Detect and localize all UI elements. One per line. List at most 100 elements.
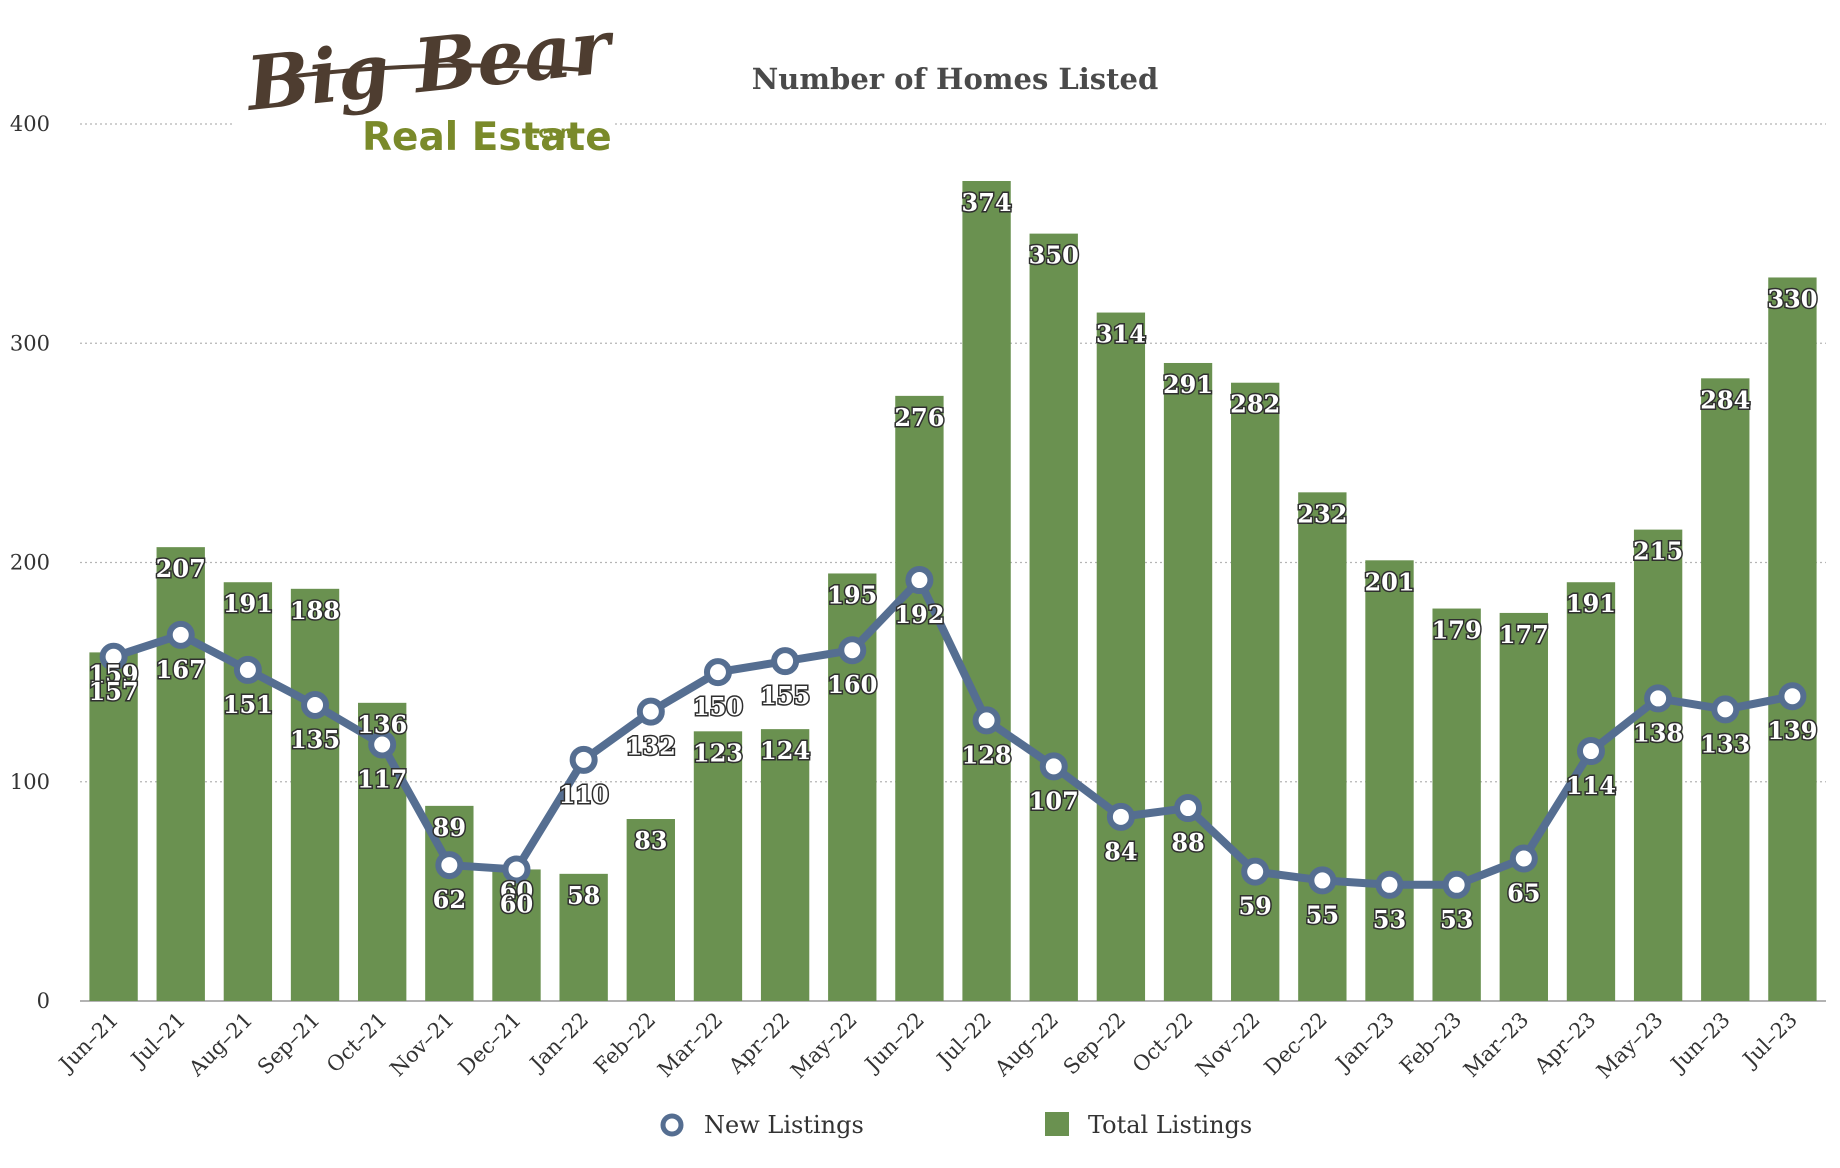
line-data-label: 132 — [626, 732, 676, 761]
bar — [559, 873, 608, 1001]
x-tick-label: Apr–22 — [723, 1008, 794, 1079]
legend-label-total-listings: Total Listings — [1088, 1111, 1252, 1139]
line-data-label: 138 — [1633, 718, 1683, 747]
line-data-label: 128 — [962, 740, 1012, 769]
x-tick-label: Jul–21 — [125, 1008, 190, 1073]
line-data-label: 65 — [1507, 878, 1540, 907]
y-axis: 0 100 200 300 400 — [10, 112, 50, 1013]
line-point — [301, 691, 330, 720]
line-point — [1509, 844, 1538, 873]
bar — [1499, 612, 1548, 1001]
x-tick-label: Jun–22 — [859, 1008, 929, 1078]
x-tick-label: Dec–21 — [454, 1008, 526, 1080]
bar — [895, 395, 944, 1001]
line-data-label: 135 — [290, 725, 340, 754]
legend-item-new-listings: New Listings — [660, 1111, 864, 1139]
x-tick-label: Oct–22 — [1128, 1008, 1198, 1078]
bar-data-label: 314 — [1096, 320, 1146, 349]
line-data-label: 133 — [1700, 729, 1750, 758]
logo-com-text: .com — [532, 123, 578, 143]
line-data-label: 59 — [1238, 892, 1271, 921]
x-tick-label: Mar–23 — [1459, 1008, 1533, 1082]
bar-data-label: 191 — [223, 589, 273, 618]
line-point — [569, 745, 598, 774]
bar-data-label: 136 — [357, 710, 407, 739]
line-data-label: 60 — [500, 889, 533, 918]
x-tick-label: Feb–22 — [589, 1008, 660, 1079]
x-tick-label: Apr–23 — [1529, 1008, 1600, 1079]
line-point — [972, 706, 1001, 735]
y-tick-label: 0 — [37, 989, 50, 1013]
bar-data-label: 276 — [894, 403, 944, 432]
x-tick-label: Nov–21 — [385, 1008, 459, 1082]
bar — [1566, 582, 1616, 1001]
line-data-label: 139 — [1767, 716, 1817, 745]
bar-data-label: 124 — [760, 736, 810, 765]
x-tick-label: Aug–22 — [989, 1008, 1063, 1082]
bar-data-label: 201 — [1364, 567, 1414, 596]
x-tick-label: Feb–23 — [1395, 1008, 1466, 1079]
bar-data-label: 330 — [1767, 284, 1817, 313]
x-tick-label: Oct–21 — [322, 1008, 392, 1078]
bar — [1096, 312, 1146, 1001]
logo: Big Bear Real Estate .com — [232, 4, 620, 160]
bar-data-label: 123 — [693, 738, 743, 767]
bar — [760, 729, 810, 1001]
bar — [492, 869, 541, 1001]
bar-data-label: 232 — [1297, 499, 1347, 528]
bar-data-label: 58 — [567, 881, 600, 910]
bar — [1231, 382, 1280, 1002]
line-point — [1174, 794, 1203, 823]
bar-data-label: 89 — [433, 813, 466, 842]
bar-data-label: 83 — [634, 826, 667, 855]
bar — [89, 652, 138, 1001]
line-data-label: 150 — [693, 692, 743, 721]
line-point — [1711, 695, 1740, 724]
x-tick-label: Sep–22 — [1059, 1008, 1131, 1080]
line-data-label: 155 — [760, 681, 810, 710]
line-point — [1106, 802, 1135, 831]
bar-data-label: 374 — [962, 188, 1012, 217]
line-point — [1039, 752, 1068, 781]
line-point — [838, 636, 867, 665]
bar — [223, 582, 273, 1001]
line-data-label: 192 — [894, 600, 944, 629]
x-tick-label: Jun–23 — [1665, 1008, 1735, 1078]
bar-data-label: 188 — [290, 596, 340, 625]
line-data-label: 157 — [89, 677, 139, 706]
line-data-label: 53 — [1373, 905, 1406, 934]
x-tick-label: Sep–21 — [253, 1008, 325, 1080]
legend-label-new-listings: New Listings — [704, 1111, 864, 1139]
bar — [1029, 233, 1078, 1001]
y-tick-label: 100 — [10, 770, 50, 794]
y-tick-label: 200 — [10, 551, 50, 575]
legend-item-total-listings: Total Listings — [1045, 1111, 1252, 1139]
line-point — [636, 697, 665, 726]
line-point — [166, 620, 195, 649]
line-point — [1778, 682, 1807, 711]
bar-data-label: 179 — [1432, 616, 1482, 645]
x-tick-label: Aug–21 — [184, 1008, 258, 1082]
x-tick-label: Dec–22 — [1260, 1008, 1332, 1080]
bar-data-label: 159 — [89, 659, 139, 688]
line-data-labels: 157 167 151 135 117 62 60 110 132 150 155 160 192 128… — [87, 599, 1819, 936]
bar-series-total-listings — [89, 181, 1817, 1002]
gridlines — [80, 123, 1826, 1002]
bar — [290, 588, 340, 1001]
x-axis: Jun–21 Jul–21Aug–21Sep–21Oct–21Nov–21Dec–… — [53, 1008, 1802, 1084]
line-point — [435, 851, 464, 880]
line-point — [502, 855, 531, 884]
bar — [1432, 608, 1481, 1001]
bar-data-label: 177 — [1499, 620, 1549, 649]
bar-data-labels: 159 207 191 188 136 89 60 58 83 123 124 195 276 374 35… — [87, 187, 1819, 912]
bar — [1768, 277, 1817, 1002]
bar — [1163, 362, 1213, 1001]
bar — [693, 731, 743, 1001]
bar-data-label: 350 — [1029, 241, 1079, 270]
bar-data-label: 284 — [1700, 385, 1750, 414]
line-point — [1576, 737, 1605, 766]
line-data-label: 167 — [156, 655, 206, 684]
line-data-label: 88 — [1171, 828, 1204, 857]
line-data-label: 114 — [1566, 771, 1616, 800]
